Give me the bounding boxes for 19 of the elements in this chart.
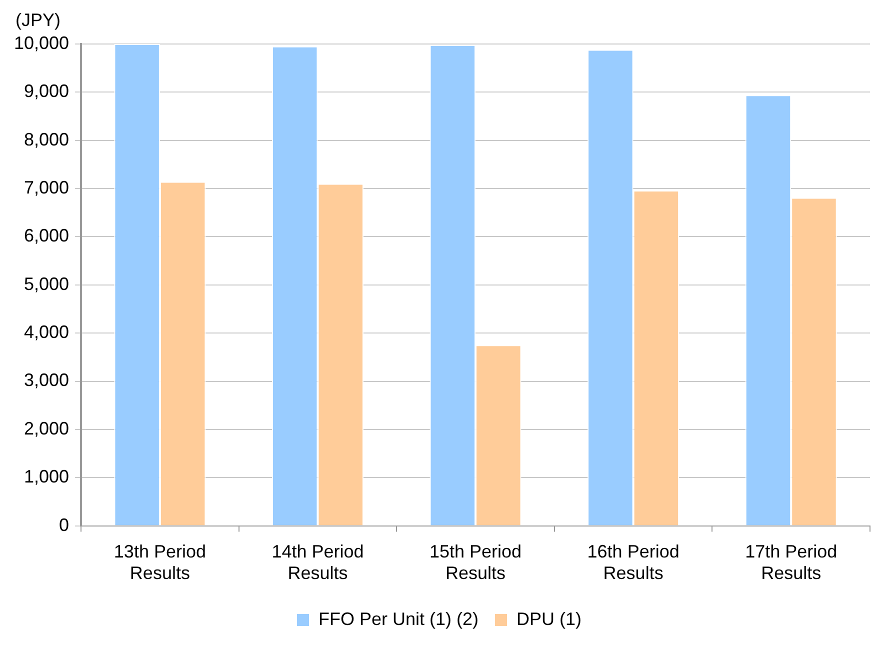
y-tick-label: 6,000 [24,226,70,246]
x-tick-label: 13th Period Results [114,542,206,584]
x-tick-label: 15th Period Results [429,542,522,584]
x-tick-label: 14th Period Results [272,542,364,584]
legend-label: DPU (1) [516,608,582,629]
y-axis-title: (JPY) [16,10,60,30]
y-tick-label: 7,000 [24,178,70,198]
y-tick-label: 2,000 [24,418,70,438]
y-tick-label: 8,000 [24,129,70,150]
y-tick-label: 10,000 [14,32,70,53]
legend-label: FFO Per Unit (1) (2) [318,608,479,629]
y-tick-label: 1,000 [24,466,70,487]
x-tick-label: 17th Period Results [745,542,838,584]
x-tick-label: 16th Period Results [587,542,680,584]
y-tick-label: 5,000 [24,274,70,294]
y-tick-label: 9,000 [24,81,70,102]
y-tick-label: 4,000 [24,322,70,342]
y-tick-label: 3,000 [24,370,70,390]
y-tick-label: 0 [59,514,70,535]
